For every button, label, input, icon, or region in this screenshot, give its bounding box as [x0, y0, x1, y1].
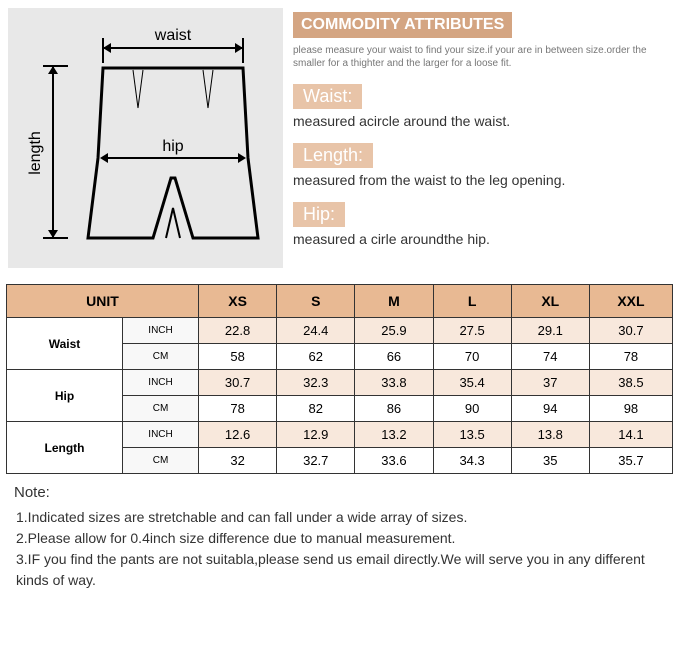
value-cell: 32.3: [277, 370, 355, 396]
value-cell: 78: [589, 344, 672, 370]
value-cell: 94: [511, 396, 589, 422]
metric-cell: Hip: [7, 370, 123, 422]
value-cell: 12.6: [199, 422, 277, 448]
value-cell: 32: [199, 448, 277, 474]
value-cell: 12.9: [277, 422, 355, 448]
value-cell: 90: [433, 396, 511, 422]
value-cell: 58: [199, 344, 277, 370]
value-cell: 78: [199, 396, 277, 422]
value-cell: 34.3: [433, 448, 511, 474]
size-header: M: [355, 285, 433, 318]
waist-label: waist: [154, 27, 192, 44]
value-cell: 33.6: [355, 448, 433, 474]
value-cell: 30.7: [199, 370, 277, 396]
metric-cell: Waist: [7, 318, 123, 370]
unit-cell: CM: [123, 448, 199, 474]
size-header: XS: [199, 285, 277, 318]
attr-label: Waist:: [293, 84, 362, 109]
measurement-diagram: waist length hip: [8, 8, 283, 268]
attr-label: Hip:: [293, 202, 345, 227]
value-cell: 62: [277, 344, 355, 370]
value-cell: 98: [589, 396, 672, 422]
title: COMMODITY ATTRIBUTES: [293, 12, 512, 38]
value-cell: 25.9: [355, 318, 433, 344]
value-cell: 35.7: [589, 448, 672, 474]
note-line: 1.Indicated sizes are stretchable and ca…: [16, 507, 665, 528]
value-cell: 66: [355, 344, 433, 370]
value-cell: 35.4: [433, 370, 511, 396]
unit-cell: INCH: [123, 422, 199, 448]
unit-cell: INCH: [123, 370, 199, 396]
note-title: Note:: [14, 484, 665, 501]
size-header: XL: [511, 285, 589, 318]
unit-cell: CM: [123, 344, 199, 370]
attr-label: Length:: [293, 143, 373, 168]
value-cell: 86: [355, 396, 433, 422]
value-cell: 13.2: [355, 422, 433, 448]
value-cell: 38.5: [589, 370, 672, 396]
value-cell: 37: [511, 370, 589, 396]
hip-label: hip: [162, 138, 183, 155]
size-header: XXL: [589, 285, 672, 318]
subtitle: please measure your waist to find your s…: [293, 44, 671, 70]
value-cell: 22.8: [199, 318, 277, 344]
value-cell: 35: [511, 448, 589, 474]
unit-cell: CM: [123, 396, 199, 422]
value-cell: 29.1: [511, 318, 589, 344]
size-header: S: [277, 285, 355, 318]
value-cell: 27.5: [433, 318, 511, 344]
unit-header: UNIT: [7, 285, 199, 318]
value-cell: 70: [433, 344, 511, 370]
value-cell: 82: [277, 396, 355, 422]
unit-cell: INCH: [123, 318, 199, 344]
note-line: 2.Please allow for 0.4inch size differen…: [16, 528, 665, 549]
note-line: 3.IF you find the pants are not suitabla…: [16, 549, 665, 591]
value-cell: 30.7: [589, 318, 672, 344]
attr-desc: measured acircle around the waist.: [293, 113, 671, 129]
value-cell: 13.8: [511, 422, 589, 448]
metric-cell: Length: [7, 422, 123, 474]
value-cell: 33.8: [355, 370, 433, 396]
value-cell: 13.5: [433, 422, 511, 448]
value-cell: 24.4: [277, 318, 355, 344]
size-header: L: [433, 285, 511, 318]
attr-desc: measured a cirle aroundthe hip.: [293, 231, 671, 247]
attr-desc: measured from the waist to the leg openi…: [293, 172, 671, 188]
value-cell: 74: [511, 344, 589, 370]
size-table: UNITXSSMLXLXXL WaistINCH22.824.425.927.5…: [6, 284, 673, 474]
value-cell: 32.7: [277, 448, 355, 474]
length-label: length: [27, 131, 44, 175]
value-cell: 14.1: [589, 422, 672, 448]
